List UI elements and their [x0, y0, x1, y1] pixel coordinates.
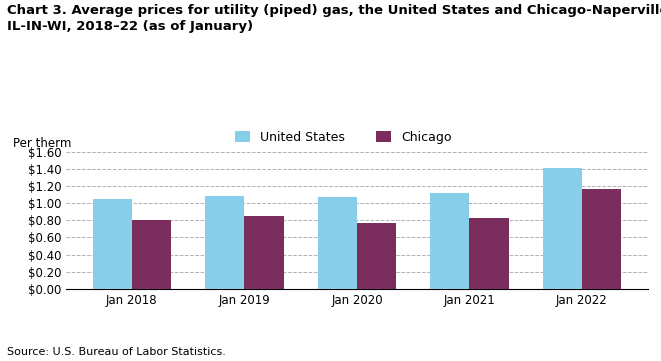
Bar — [430, 193, 469, 289]
Bar — [543, 168, 582, 289]
Text: Per therm: Per therm — [13, 137, 71, 150]
Text: Source: U.S. Bureau of Labor Statistics.: Source: U.S. Bureau of Labor Statistics. — [7, 347, 225, 357]
Bar — [357, 222, 397, 289]
Bar — [132, 220, 171, 289]
Text: Chart 3. Average prices for utility (piped) gas, the United States and Chicago-N: Chart 3. Average prices for utility (pip… — [7, 4, 661, 32]
Bar — [469, 218, 509, 289]
Bar — [245, 216, 284, 289]
Bar — [93, 199, 132, 289]
Bar — [582, 189, 621, 289]
Bar — [317, 197, 357, 289]
Legend: United States, Chicago: United States, Chicago — [235, 131, 452, 144]
Bar — [205, 196, 245, 289]
